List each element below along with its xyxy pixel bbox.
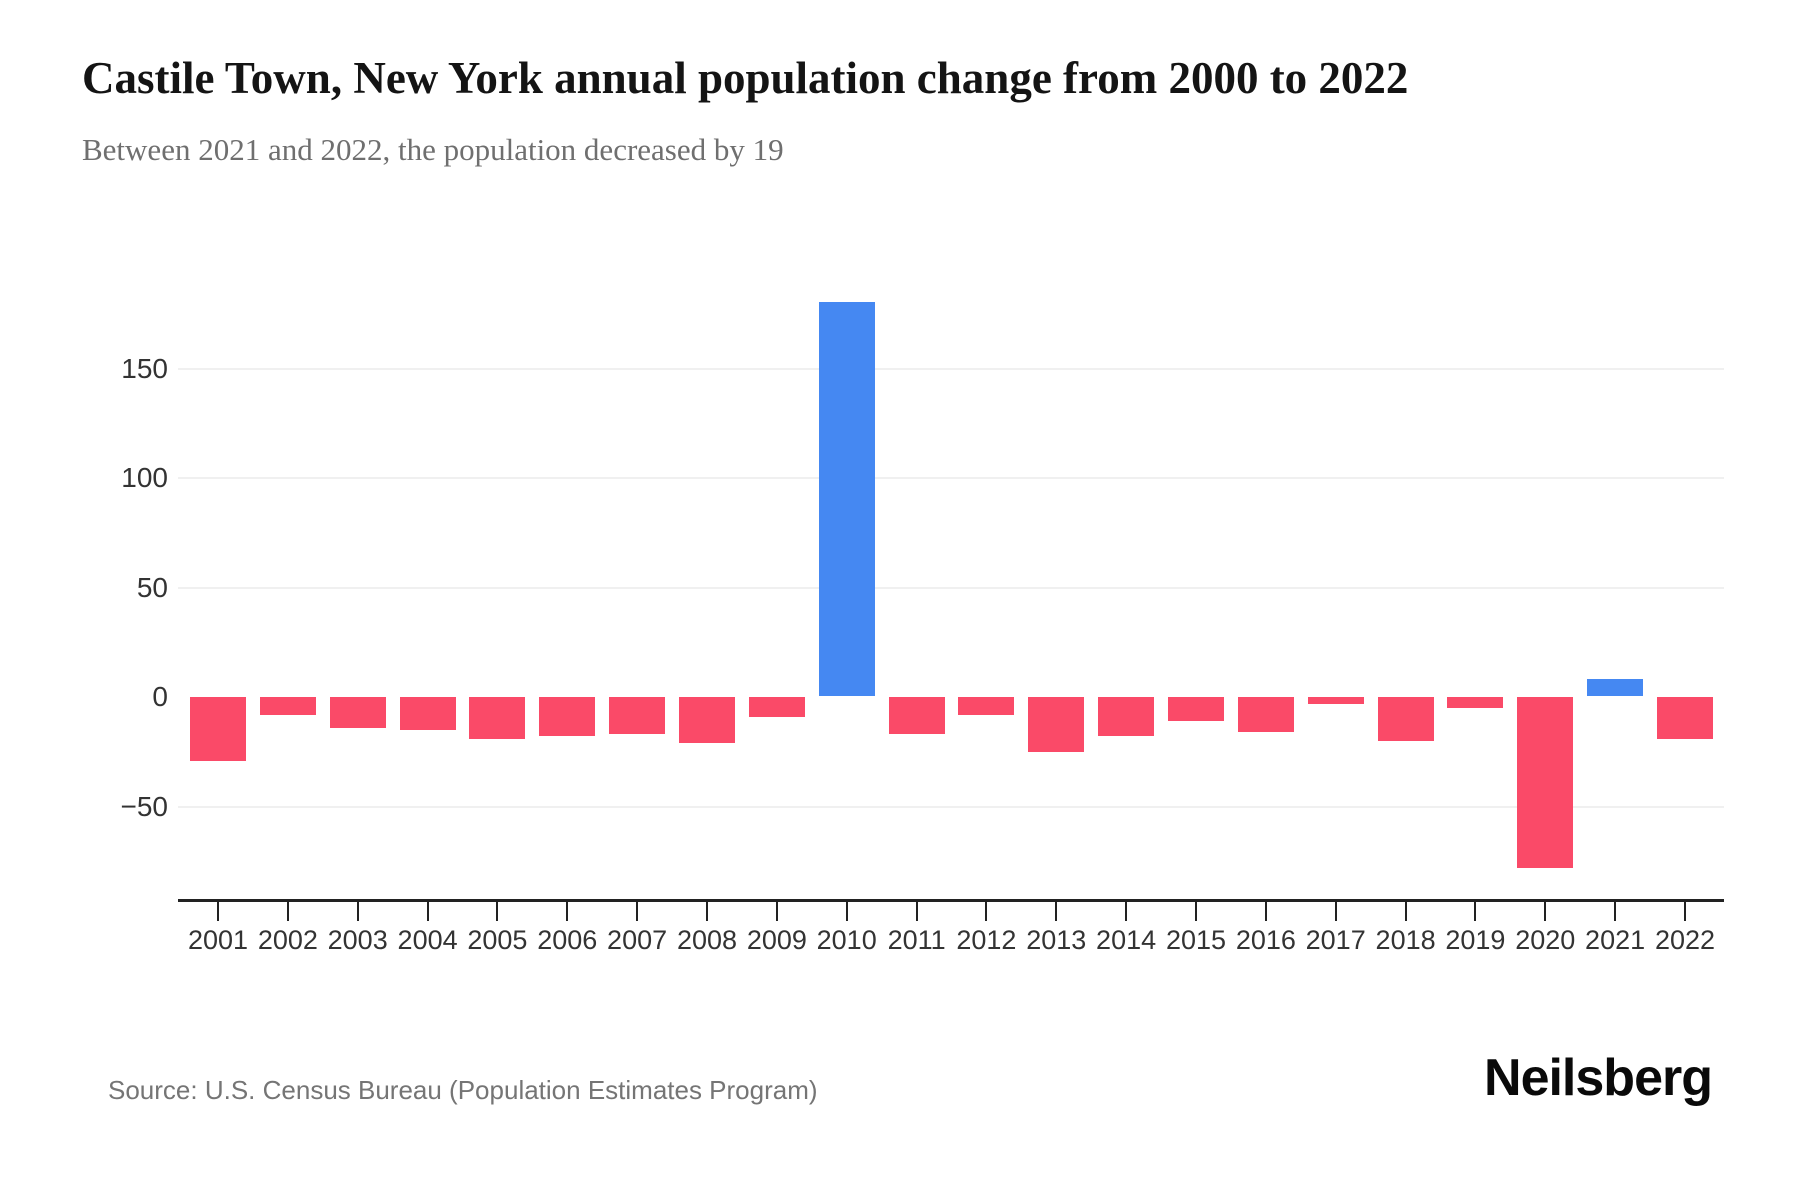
- x-axis-tick: [356, 901, 359, 921]
- x-axis-label-2004: 2004: [397, 925, 458, 955]
- bar-2016[interactable]: [1237, 697, 1294, 732]
- neilsberg-logo: Neilsberg: [1484, 1049, 1713, 1107]
- bar-2007[interactable]: [609, 697, 666, 735]
- bar-2006[interactable]: [539, 697, 596, 737]
- source-attribution: Source: U.S. Census Bureau (Population E…: [108, 1075, 818, 1105]
- x-axis-label-2002: 2002: [257, 925, 318, 955]
- bar-2017[interactable]: [1307, 697, 1364, 704]
- x-axis-tick: [1195, 901, 1197, 921]
- x-axis-tick: [636, 901, 639, 921]
- bar-2018[interactable]: [1377, 697, 1434, 741]
- x-axis-label-2001: 2001: [187, 925, 249, 955]
- x-axis-label-2012: 2012: [956, 925, 1017, 955]
- x-axis-tick: [1544, 901, 1547, 921]
- bar-2012[interactable]: [958, 697, 1015, 715]
- x-axis-tick: [1055, 901, 1058, 921]
- bar-2021[interactable]: [1587, 678, 1644, 696]
- bar-2005[interactable]: [469, 697, 526, 739]
- x-axis-tick: [1125, 901, 1128, 921]
- bar-2019[interactable]: [1447, 697, 1504, 708]
- gridline-y-50: [178, 806, 1724, 808]
- bar-2011[interactable]: [888, 697, 945, 735]
- bar-2013[interactable]: [1028, 697, 1085, 752]
- bar-2004[interactable]: [399, 697, 456, 730]
- x-axis-tick: [1474, 901, 1477, 921]
- x-axis-label-2005: 2005: [467, 925, 528, 955]
- x-axis-tick: [706, 901, 708, 921]
- bar-2001[interactable]: [190, 697, 246, 761]
- x-axis-label-2009: 2009: [746, 925, 807, 955]
- x-axis-tick: [566, 901, 569, 921]
- x-axis-label-2017: 2017: [1305, 925, 1366, 955]
- x-axis-tick: [496, 901, 499, 921]
- x-axis-tick: [1264, 901, 1267, 921]
- x-axis-tick: [426, 901, 429, 921]
- x-axis-tick: [985, 901, 988, 921]
- x-axis-label-2006: 2006: [537, 925, 598, 955]
- bar-2020[interactable]: [1517, 697, 1574, 868]
- gridline-y150: [178, 368, 1724, 370]
- x-axis-label-2022: 2022: [1654, 925, 1716, 955]
- x-axis-tick: [217, 901, 219, 921]
- bar-2009[interactable]: [748, 697, 805, 717]
- bar-2008[interactable]: [679, 697, 735, 743]
- bar-2002[interactable]: [259, 697, 316, 715]
- x-axis-tick: [915, 901, 918, 921]
- bar-2003[interactable]: [329, 697, 386, 728]
- x-axis-label-2015: 2015: [1165, 925, 1227, 955]
- x-axis-label-2010: 2010: [816, 925, 877, 955]
- y-axis-tick-label: 0: [152, 681, 168, 712]
- x-axis-label-2013: 2013: [1026, 925, 1087, 955]
- gridline-y50: [178, 587, 1724, 589]
- x-axis-label-2008: 2008: [676, 925, 738, 955]
- chart-title: Castile Town, New York annual population…: [82, 53, 1409, 103]
- x-axis-tick: [1334, 901, 1337, 921]
- x-axis-line: [178, 899, 1724, 902]
- y-axis-tick-label: −50: [120, 791, 169, 822]
- x-axis-label-2021: 2021: [1585, 925, 1646, 955]
- bar-2015[interactable]: [1168, 697, 1224, 722]
- x-axis-label-2016: 2016: [1235, 925, 1296, 955]
- x-axis-label-2011: 2011: [887, 925, 946, 955]
- bar-2022[interactable]: [1657, 697, 1713, 739]
- x-axis-label-2003: 2003: [327, 925, 388, 955]
- x-axis-label-2007: 2007: [607, 925, 668, 955]
- x-axis-tick: [775, 901, 778, 921]
- x-axis-tick: [1614, 901, 1617, 921]
- y-axis-tick-label: 150: [121, 353, 168, 384]
- y-axis-tick-label: 50: [136, 572, 168, 603]
- gridline-y100: [178, 477, 1724, 479]
- x-axis-label-2019: 2019: [1445, 925, 1506, 955]
- x-axis-tick: [1684, 901, 1686, 921]
- chart-subtitle: Between 2021 and 2022, the population de…: [82, 132, 784, 167]
- bar-2014[interactable]: [1098, 697, 1155, 737]
- x-axis-tick: [286, 901, 289, 921]
- x-axis-label-2018: 2018: [1375, 925, 1436, 955]
- bar-2010[interactable]: [818, 301, 875, 696]
- x-axis-tick: [845, 901, 848, 921]
- y-axis-tick-label: 100: [121, 462, 168, 493]
- x-axis-tick: [1404, 901, 1407, 921]
- x-axis-label-2014: 2014: [1096, 925, 1157, 955]
- x-axis-label-2020: 2020: [1515, 925, 1576, 955]
